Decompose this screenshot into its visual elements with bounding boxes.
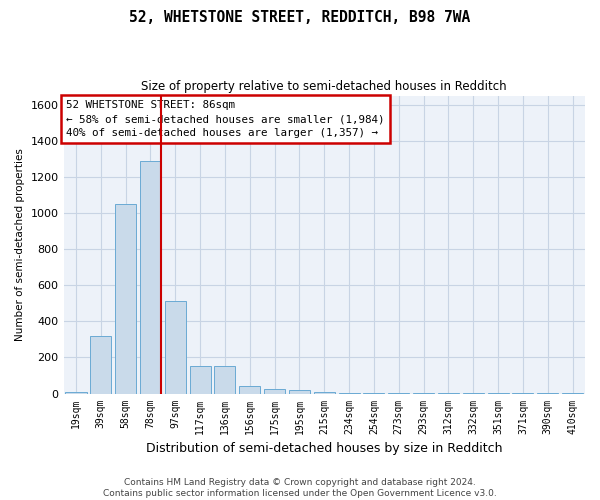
Bar xyxy=(214,366,235,394)
Bar xyxy=(165,302,186,394)
Title: Size of property relative to semi-detached houses in Redditch: Size of property relative to semi-detach… xyxy=(142,80,507,93)
Bar xyxy=(190,366,211,394)
Text: Contains HM Land Registry data © Crown copyright and database right 2024.
Contai: Contains HM Land Registry data © Crown c… xyxy=(103,478,497,498)
X-axis label: Distribution of semi-detached houses by size in Redditch: Distribution of semi-detached houses by … xyxy=(146,442,503,455)
Bar xyxy=(338,393,359,394)
Bar xyxy=(314,392,335,394)
Bar xyxy=(65,392,86,394)
Text: 52, WHETSTONE STREET, REDDITCH, B98 7WA: 52, WHETSTONE STREET, REDDITCH, B98 7WA xyxy=(130,10,470,25)
Text: 52 WHETSTONE STREET: 86sqm
← 58% of semi-detached houses are smaller (1,984)
40%: 52 WHETSTONE STREET: 86sqm ← 58% of semi… xyxy=(66,100,385,138)
Bar xyxy=(90,336,112,394)
Y-axis label: Number of semi-detached properties: Number of semi-detached properties xyxy=(15,148,25,341)
Bar xyxy=(289,390,310,394)
Bar xyxy=(239,386,260,394)
Bar xyxy=(264,389,285,394)
Bar xyxy=(115,204,136,394)
Bar xyxy=(140,160,161,394)
